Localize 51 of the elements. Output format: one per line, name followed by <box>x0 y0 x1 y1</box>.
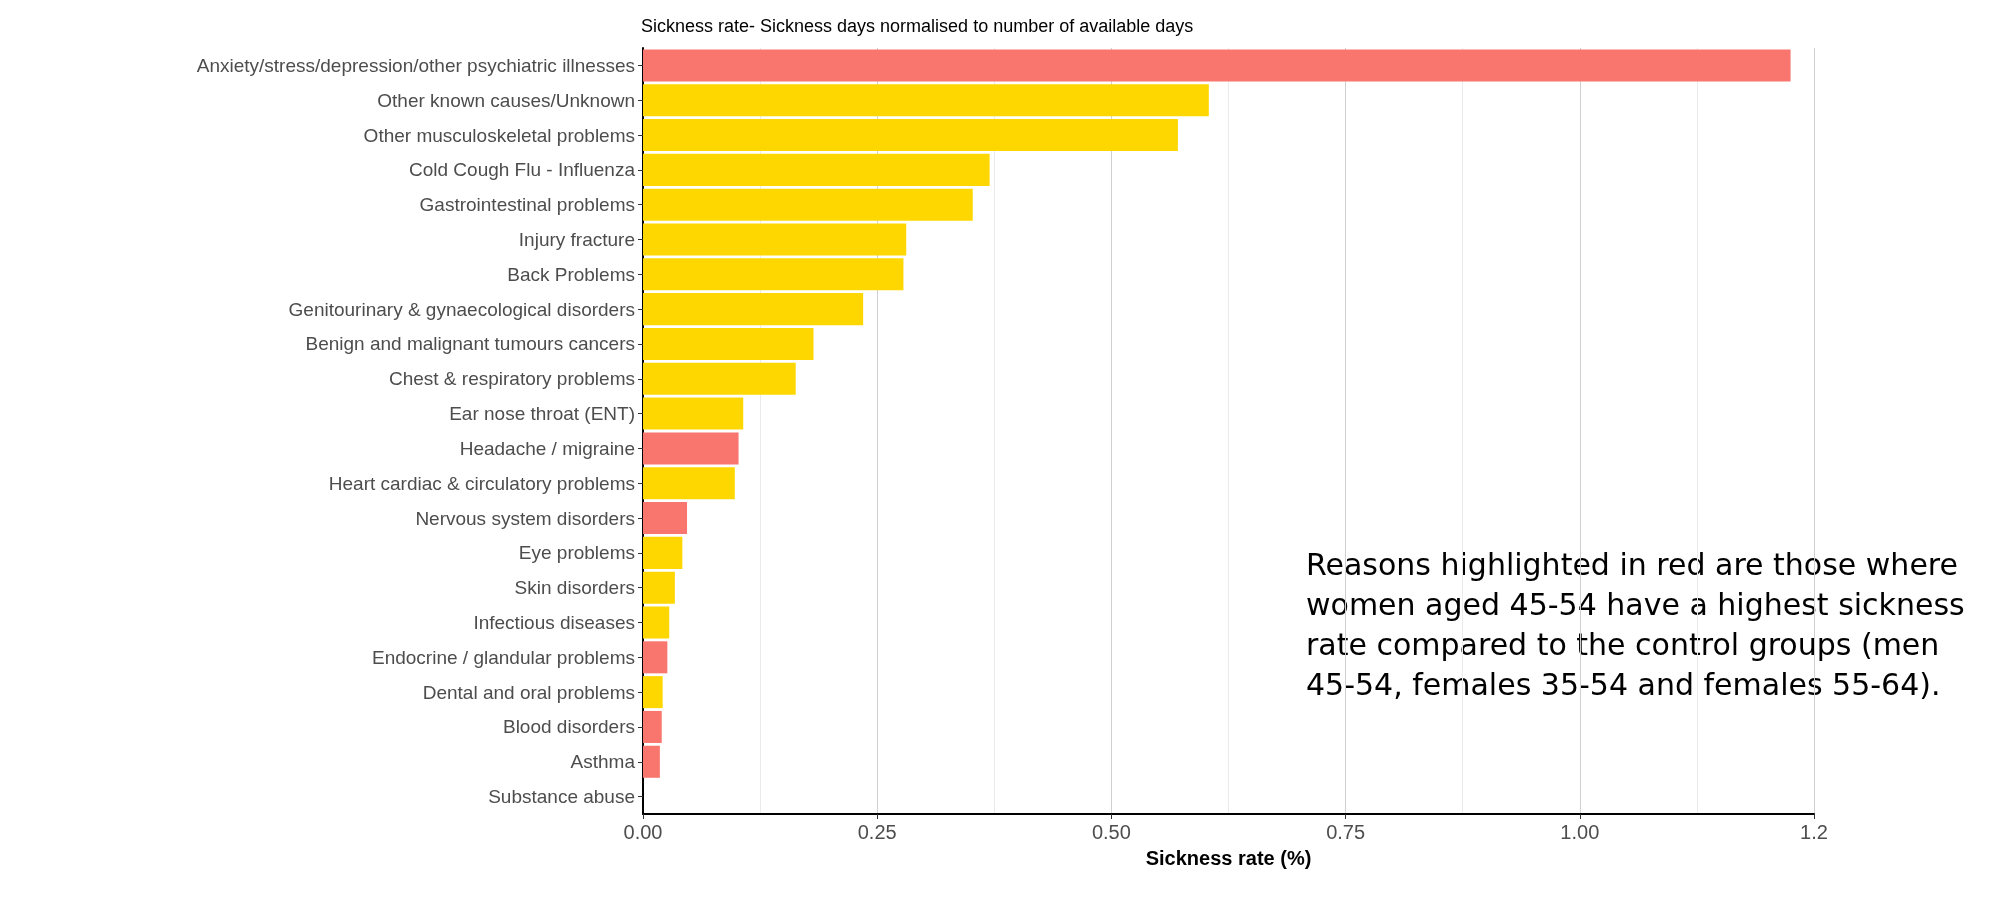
bar <box>643 258 904 291</box>
y-tick-label: Substance abuse <box>488 786 635 808</box>
bar <box>643 745 660 778</box>
bar <box>643 362 796 395</box>
y-tick-label: Blood disorders <box>502 716 635 738</box>
y-tick-label: Anxiety/stress/depression/other psychiatric illnesses <box>196 54 635 76</box>
y-tick-label: Heart cardiac & circulatory problems <box>328 472 635 494</box>
x-tick-label: 1.2 <box>1800 821 1828 843</box>
bar <box>643 641 668 674</box>
y-tick-label: Headache / migraine <box>459 437 635 459</box>
bar <box>643 502 688 535</box>
bar <box>643 467 735 500</box>
y-tick-label: Endocrine / glandular problems <box>372 646 635 668</box>
bar <box>643 293 864 326</box>
x-tick-label: 1.00 <box>1560 821 1600 843</box>
y-tick-label: Benign and malignant tumours cancers <box>305 333 635 355</box>
y-tick-label: Injury fracture <box>518 229 635 250</box>
x-axis-title: Sickness rate (%) <box>1145 847 1312 869</box>
x-tick-label: 0.50 <box>1091 821 1131 843</box>
y-tick-label: Skin disorders <box>514 577 635 599</box>
y-tick-label: Genitourinary & gynaecological disorders <box>288 298 635 320</box>
y-tick-label: Back Problems <box>507 263 635 285</box>
x-tick-label: 0.75 <box>1326 821 1366 843</box>
y-tick-label: Gastrointestinal problems <box>419 194 635 216</box>
y-tick-label: Cold Cough Flu - Influenza <box>408 159 636 181</box>
x-tick-label: 0.00 <box>623 821 663 843</box>
y-tick-label: Dental and oral problems <box>422 681 635 703</box>
bar <box>643 49 1791 82</box>
bar <box>643 571 675 604</box>
y-tick-label: Other musculoskeletal problems <box>363 124 635 146</box>
bar <box>643 676 663 709</box>
bar <box>643 432 739 465</box>
y-tick-label: Chest & respiratory problems <box>388 368 635 390</box>
y-tick-label: Other known causes/Unknown <box>377 89 635 111</box>
chart-title: Sickness rate- Sickness days normalised to number of available days <box>641 16 1194 36</box>
x-tick-label: 0.25 <box>857 821 897 843</box>
bar <box>643 710 662 743</box>
y-tick-label: Infectious diseases <box>473 612 635 633</box>
bar <box>643 397 744 430</box>
bar <box>643 119 1178 152</box>
bar <box>643 153 990 186</box>
y-tick-label: Nervous system disorders <box>415 507 635 529</box>
bar <box>643 188 973 221</box>
y-tick-label: Eye problems <box>518 542 635 564</box>
bar <box>643 84 1209 117</box>
bar <box>643 223 907 256</box>
bar <box>643 327 814 360</box>
y-tick-label: Asthma <box>570 751 636 773</box>
y-tick-label: Ear nose throat (ENT) <box>449 403 635 425</box>
bar <box>643 606 670 639</box>
bar <box>643 536 683 569</box>
